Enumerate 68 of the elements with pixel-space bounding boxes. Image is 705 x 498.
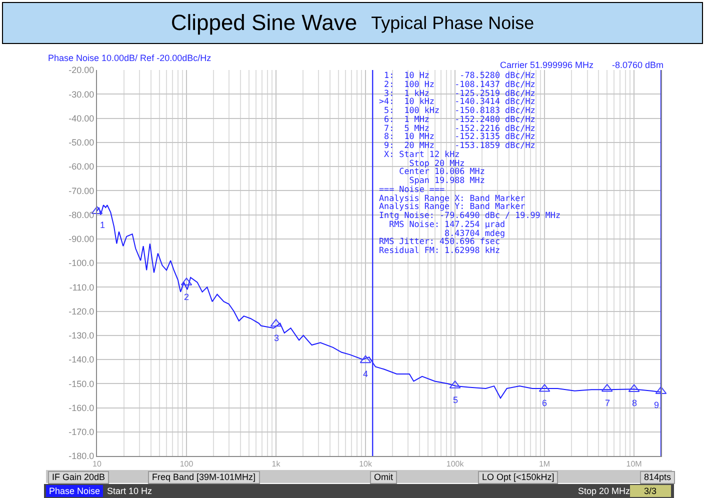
y-tick-label: -30.00 xyxy=(68,89,94,100)
annotation: RMS Jitter: 450.696 fsec xyxy=(379,236,500,246)
y-tick-label: -140.0 xyxy=(68,354,94,365)
text: Omit xyxy=(370,471,397,484)
annotation: RMS Noise: 147.254 µrad xyxy=(389,218,506,229)
annotation: Residual FM: 1.62998 kHz xyxy=(379,245,500,255)
annotation: 8.43704 mdeg xyxy=(444,228,506,238)
annotation: X: Start 12 kHz xyxy=(383,148,460,159)
annotation: -8.0760 dBm xyxy=(612,60,664,70)
annotation: 8 xyxy=(632,398,638,408)
annotation: Intg Noise: -79.6490 dBc / 19.99 MHz xyxy=(379,210,561,220)
x-tick-label: 1M xyxy=(538,460,550,469)
x-tick-label: 10k xyxy=(359,460,373,469)
y-tick-label: -170.0 xyxy=(68,427,94,438)
y-tick-label: -160.0 xyxy=(68,402,94,413)
chart-title: Clipped Sine Wave xyxy=(170,10,358,36)
annotation: Analysis Range Y: Band Marker xyxy=(379,201,526,212)
x-tick-label: 100 xyxy=(180,460,194,469)
x-tick-label: 100k xyxy=(446,460,465,469)
annotation: 5: 100 kHz -150.8183 dBc/Hz xyxy=(383,105,536,115)
annotation: 3: 1 kHz -125.2519 dBc/Hz xyxy=(383,88,536,98)
annotation: 7 xyxy=(605,398,610,408)
y-tick-label: -40.00 xyxy=(68,113,94,124)
y-tick-label: -20.00 xyxy=(68,65,94,76)
annotation: 9 xyxy=(654,400,660,410)
annotation: 2: 100 Hz -108.1437 dBc/Hz xyxy=(383,78,536,89)
annotation: 6: 1 MHz -152.2480 dBc/Hz xyxy=(383,114,536,124)
annotation: Analysis Range X: Band Marker xyxy=(379,192,526,202)
text: Phase Noise xyxy=(46,485,104,497)
chart-subtitle: Typical Phase Noise xyxy=(371,12,534,34)
x-tick-label: 10M xyxy=(626,460,642,469)
annotation: Center 10.006 MHz xyxy=(398,166,485,176)
y-tick-label: -60.00 xyxy=(68,162,94,172)
annotation: 1 xyxy=(100,220,106,230)
y-tick-label: -150.0 xyxy=(68,378,94,389)
annotation: Stop 20 MHz xyxy=(409,158,465,168)
y-tick-label: -80.00 xyxy=(68,210,94,220)
annotation: Carrier 51.999996 MHz xyxy=(500,60,594,70)
annotation: 8: 10 MHz -152.3135 dBc/Hz xyxy=(383,131,536,142)
annotation: 9: 20 MHz -153.1859 dBc/Hz xyxy=(383,140,536,150)
text: 3/3 xyxy=(630,485,671,497)
y-tick-label: -120.0 xyxy=(68,306,94,316)
text: Phase Noise 10.00dB/ Ref -20.00dBc/Hz xyxy=(48,53,212,63)
y-tick-label: -110.0 xyxy=(69,282,94,292)
y-tick-label: -70.00 xyxy=(68,186,94,196)
annotation: 5 xyxy=(453,395,458,405)
text: Stop 20 MHz xyxy=(575,485,634,497)
annotation: Span 19.988 MHz xyxy=(408,175,485,185)
y-tick-label: -90.00 xyxy=(68,234,94,244)
y-tick-label: -100.0 xyxy=(68,258,94,268)
annotation: 1: 10 Hz -78.5280 dBc/Hz xyxy=(383,70,536,80)
annotation: 2 xyxy=(184,292,190,302)
text: LO Opt [<150kHz] xyxy=(478,471,558,484)
annotation: 7: 5 MHz -152.2216 dBc/Hz xyxy=(383,122,536,132)
text: Start 10 Hz xyxy=(104,485,156,497)
x-tick-label: 1k xyxy=(272,460,282,469)
annotation: 6 xyxy=(542,398,548,408)
x-tick-label: 10 xyxy=(92,460,102,469)
y-tick-label: -130.0 xyxy=(68,330,94,341)
annotation: >4: 10 kHz -140.3414 dBc/Hz xyxy=(379,96,536,106)
text: Freq Band [39M-101MHz] xyxy=(148,471,260,484)
y-tick-label: -180.0 xyxy=(68,451,94,462)
annotation: === Noise === xyxy=(379,184,445,194)
text: 814pts xyxy=(640,471,676,484)
text: IF Gain 20dB xyxy=(48,471,110,484)
annotation: 4 xyxy=(363,369,368,379)
y-tick-label: -50.00 xyxy=(68,138,94,148)
annotation: 3 xyxy=(274,333,280,343)
